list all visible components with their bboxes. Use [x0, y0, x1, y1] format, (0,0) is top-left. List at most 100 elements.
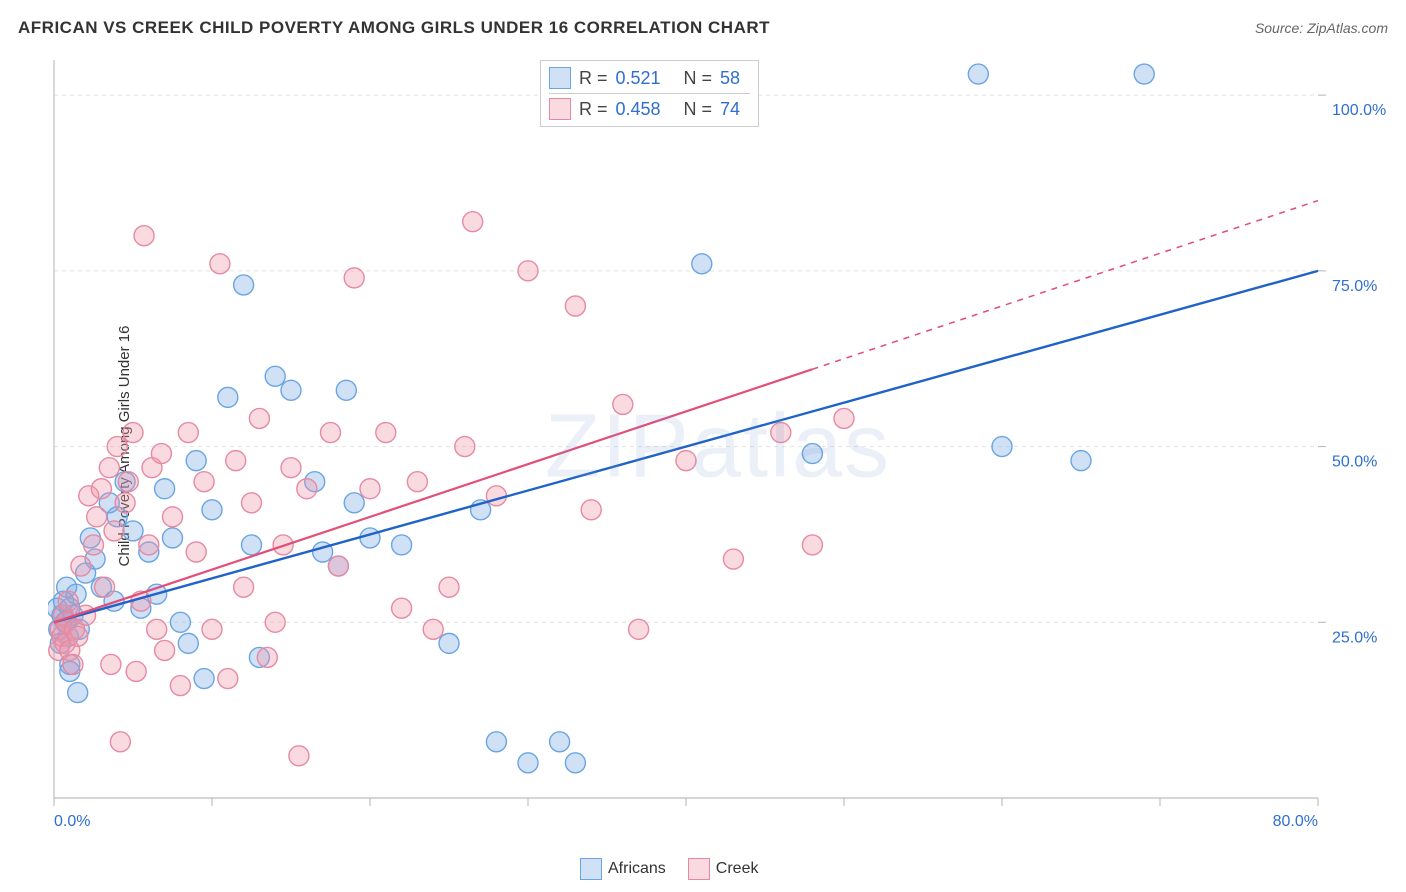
- marker-creek: [139, 535, 159, 555]
- marker-creek: [151, 444, 171, 464]
- marker-creek: [202, 619, 222, 639]
- stats-n-label: N =: [684, 68, 713, 89]
- y-tick-label: 25.0%: [1332, 629, 1377, 646]
- stats-row: R =0.458N =74: [549, 93, 750, 122]
- marker-creek: [439, 577, 459, 597]
- marker-africans: [344, 493, 364, 513]
- marker-africans: [194, 669, 214, 689]
- marker-creek: [565, 296, 585, 316]
- legend-item: Africans: [580, 858, 666, 880]
- marker-creek: [257, 647, 277, 667]
- marker-creek: [328, 556, 348, 576]
- marker-creek: [95, 577, 115, 597]
- source-attribution: Source: ZipAtlas.com: [1255, 20, 1388, 36]
- marker-africans: [360, 528, 380, 548]
- marker-creek: [289, 746, 309, 766]
- marker-africans: [336, 380, 356, 400]
- marker-creek: [297, 479, 317, 499]
- marker-creek: [68, 626, 88, 646]
- marker-africans: [968, 64, 988, 84]
- marker-creek: [110, 732, 130, 752]
- marker-creek: [676, 451, 696, 471]
- y-tick-label: 100.0%: [1332, 102, 1386, 119]
- marker-africans: [486, 732, 506, 752]
- marker-africans: [202, 500, 222, 520]
- marker-creek: [87, 507, 107, 527]
- marker-africans: [163, 528, 183, 548]
- marker-creek: [360, 479, 380, 499]
- marker-creek: [463, 212, 483, 232]
- marker-creek: [104, 521, 124, 541]
- marker-africans: [392, 535, 412, 555]
- stats-swatch: [549, 98, 571, 120]
- scatter-plot: 0.0%80.0%25.0%50.0%75.0%100.0% ZIPatlas: [48, 52, 1388, 842]
- marker-africans: [802, 444, 822, 464]
- stats-n-value: 58: [720, 68, 750, 89]
- marker-creek: [249, 408, 269, 428]
- marker-africans: [439, 633, 459, 653]
- marker-africans: [170, 612, 190, 632]
- marker-creek: [84, 535, 104, 555]
- marker-creek: [518, 261, 538, 281]
- marker-africans: [692, 254, 712, 274]
- marker-africans: [1134, 64, 1154, 84]
- marker-creek: [218, 669, 238, 689]
- marker-creek: [91, 479, 111, 499]
- stats-n-value: 74: [720, 99, 750, 120]
- marker-africans: [155, 479, 175, 499]
- marker-africans: [234, 275, 254, 295]
- marker-creek: [486, 486, 506, 506]
- marker-creek: [170, 676, 190, 696]
- x-tick-label: 80.0%: [1273, 813, 1318, 830]
- stats-row: R = 0.521 N = 58: [549, 65, 750, 91]
- chart-title: AFRICAN VS CREEK CHILD POVERTY AMONG GIR…: [18, 18, 770, 38]
- marker-creek: [392, 598, 412, 618]
- marker-creek: [178, 423, 198, 443]
- y-tick-label: 75.0%: [1332, 278, 1377, 295]
- marker-creek: [101, 654, 121, 674]
- marker-africans: [178, 633, 198, 653]
- marker-creek: [63, 654, 83, 674]
- marker-creek: [242, 493, 262, 513]
- marker-creek: [226, 451, 246, 471]
- marker-africans: [992, 437, 1012, 457]
- marker-creek: [834, 408, 854, 428]
- marker-africans: [186, 451, 206, 471]
- x-tick-label: 0.0%: [54, 813, 90, 830]
- stats-r-label: R =: [579, 68, 608, 89]
- legend-item: Creek: [688, 858, 759, 880]
- trendline-extrapolated-creek: [812, 201, 1318, 370]
- marker-creek: [281, 458, 301, 478]
- marker-creek: [423, 619, 443, 639]
- marker-creek: [723, 549, 743, 569]
- marker-creek: [194, 472, 214, 492]
- legend-swatch: [580, 858, 602, 880]
- stats-r-value: 0.458: [616, 99, 676, 120]
- marker-africans: [518, 753, 538, 773]
- stats-r-value: 0.521: [616, 68, 676, 89]
- marker-creek: [376, 423, 396, 443]
- stats-n-label: N =: [684, 99, 713, 120]
- marker-creek: [344, 268, 364, 288]
- stats-panel: R = 0.521 N = 58R = 0.458 N = 74: [540, 60, 759, 127]
- marker-creek: [321, 423, 341, 443]
- marker-creek: [155, 640, 175, 660]
- marker-creek: [163, 507, 183, 527]
- marker-creek: [802, 535, 822, 555]
- marker-creek: [407, 472, 427, 492]
- marker-creek: [99, 458, 119, 478]
- marker-creek: [771, 423, 791, 443]
- marker-creek: [265, 612, 285, 632]
- source-name: ZipAtlas.com: [1307, 20, 1388, 36]
- marker-creek: [210, 254, 230, 274]
- marker-africans: [281, 380, 301, 400]
- marker-creek: [134, 226, 154, 246]
- marker-africans: [1071, 451, 1091, 471]
- source-prefix: Source:: [1255, 20, 1307, 36]
- marker-creek: [71, 556, 91, 576]
- marker-creek: [629, 619, 649, 639]
- legend-label: Africans: [608, 860, 666, 878]
- y-tick-label: 50.0%: [1332, 454, 1377, 471]
- marker-africans: [265, 366, 285, 386]
- marker-creek: [123, 423, 143, 443]
